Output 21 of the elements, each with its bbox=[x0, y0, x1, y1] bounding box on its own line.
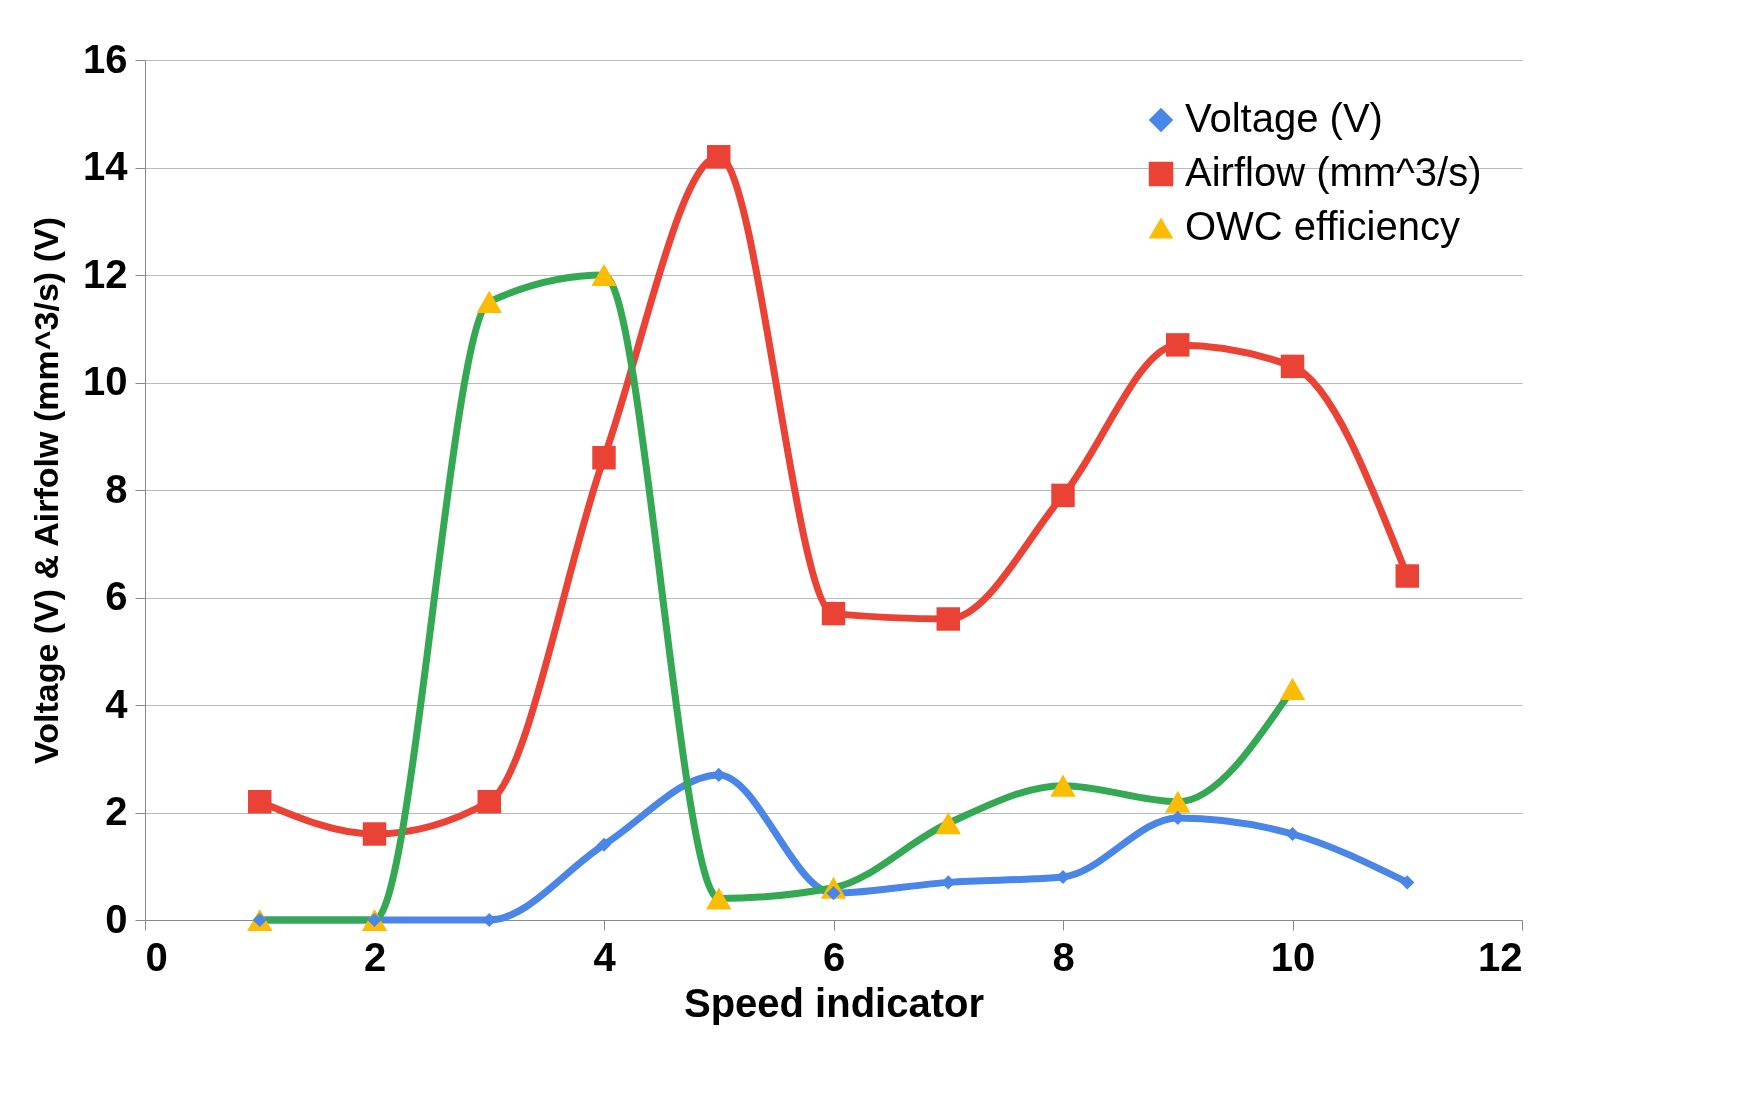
x-tick-label: 4 bbox=[593, 934, 617, 979]
y-tick-label: 10 bbox=[83, 359, 128, 403]
legend-label: OWC efficiency bbox=[1185, 204, 1460, 248]
y-tick-label: 0 bbox=[105, 896, 128, 941]
x-tick-label: 8 bbox=[1052, 934, 1075, 979]
y-tick-label: 12 bbox=[83, 251, 128, 296]
y-tick-label: 6 bbox=[105, 574, 128, 618]
y-tick-label: 2 bbox=[105, 789, 128, 833]
y-tick-label: 4 bbox=[105, 681, 129, 726]
x-tick-label: 0 bbox=[145, 934, 168, 979]
legend-label: Voltage (V) bbox=[1185, 96, 1383, 140]
x-tick-label: 2 bbox=[363, 934, 387, 979]
x-tick-label: 12 bbox=[1478, 934, 1523, 979]
y-axis-title: Voltage (V) & Airfolw (mm^3/s) (V) bbox=[27, 217, 66, 764]
legend-label: Airflow (mm^3/s) bbox=[1185, 150, 1482, 194]
x-axis-title: Speed indicator bbox=[683, 980, 985, 1025]
y-tick-label: 8 bbox=[105, 466, 128, 511]
x-tick-label: 10 bbox=[1270, 934, 1316, 979]
x-tick-label: 6 bbox=[822, 934, 846, 979]
y-tick-label: 14 bbox=[83, 144, 129, 188]
y-tick-label: 16 bbox=[83, 36, 128, 81]
